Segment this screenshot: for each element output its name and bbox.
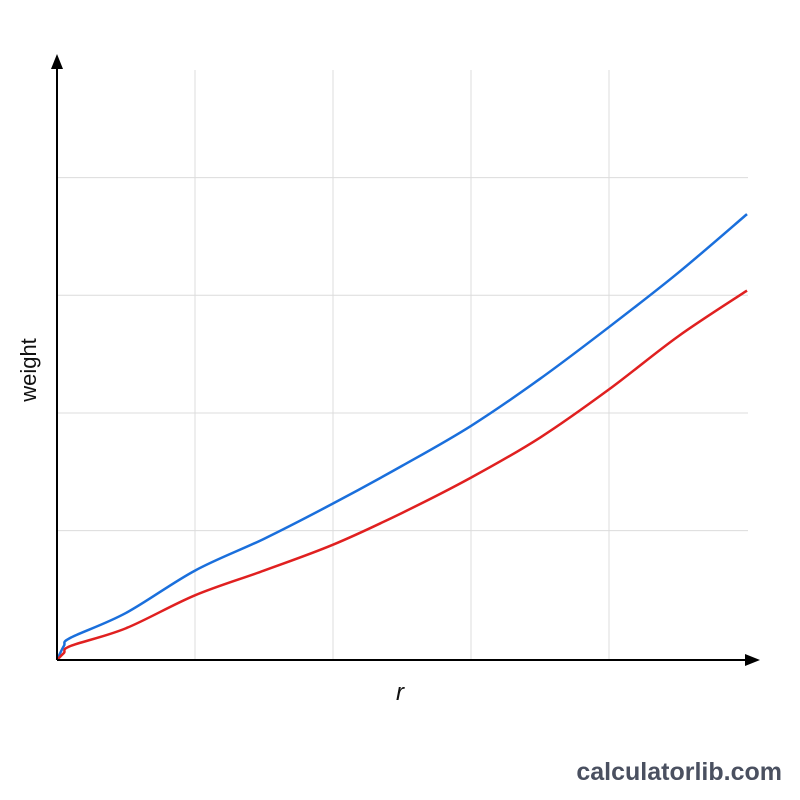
x-axis-arrow <box>745 654 760 666</box>
y-axis-label: weight <box>16 338 41 403</box>
y-axis-arrow <box>51 54 63 69</box>
watermark: calculatorlib.com <box>576 758 782 786</box>
x-axis-label: r <box>396 679 405 706</box>
series-line <box>56 289 748 661</box>
series-line <box>55 213 748 661</box>
lines <box>55 213 748 661</box>
grid <box>57 70 748 660</box>
